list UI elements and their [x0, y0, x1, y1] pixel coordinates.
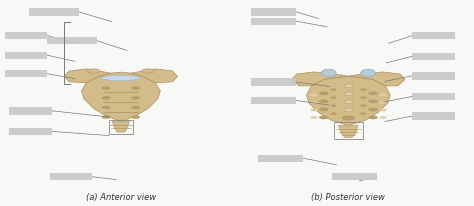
Ellipse shape	[132, 106, 140, 109]
Polygon shape	[292, 72, 348, 86]
Ellipse shape	[344, 116, 353, 120]
Ellipse shape	[310, 101, 318, 104]
Ellipse shape	[310, 94, 318, 96]
Ellipse shape	[379, 94, 387, 96]
Ellipse shape	[379, 109, 387, 111]
Ellipse shape	[310, 116, 318, 119]
Ellipse shape	[344, 100, 353, 104]
Text: (b) Posterior view: (b) Posterior view	[311, 193, 385, 202]
Polygon shape	[64, 69, 111, 83]
Ellipse shape	[132, 96, 140, 99]
Ellipse shape	[319, 108, 328, 111]
Ellipse shape	[310, 109, 318, 111]
Polygon shape	[348, 72, 405, 86]
FancyBboxPatch shape	[9, 128, 52, 135]
Polygon shape	[307, 76, 390, 125]
Ellipse shape	[101, 75, 141, 81]
FancyBboxPatch shape	[251, 78, 296, 86]
Polygon shape	[338, 125, 358, 137]
Polygon shape	[82, 72, 160, 121]
Polygon shape	[112, 121, 129, 132]
Ellipse shape	[319, 92, 328, 95]
FancyBboxPatch shape	[251, 8, 296, 16]
Ellipse shape	[102, 116, 110, 118]
Ellipse shape	[360, 88, 366, 91]
FancyBboxPatch shape	[412, 53, 455, 60]
FancyBboxPatch shape	[412, 112, 455, 120]
FancyBboxPatch shape	[5, 52, 47, 59]
Ellipse shape	[344, 84, 353, 88]
FancyBboxPatch shape	[50, 173, 92, 180]
Ellipse shape	[360, 104, 366, 107]
Ellipse shape	[102, 87, 110, 90]
Ellipse shape	[132, 87, 140, 90]
FancyBboxPatch shape	[258, 154, 303, 162]
Ellipse shape	[360, 96, 366, 99]
FancyBboxPatch shape	[47, 37, 97, 44]
Ellipse shape	[369, 92, 377, 95]
Ellipse shape	[360, 112, 366, 115]
Ellipse shape	[369, 116, 377, 119]
Ellipse shape	[330, 88, 337, 91]
Ellipse shape	[379, 101, 387, 104]
Ellipse shape	[102, 96, 110, 99]
Ellipse shape	[330, 104, 337, 107]
FancyBboxPatch shape	[251, 18, 296, 25]
Ellipse shape	[330, 96, 337, 99]
Ellipse shape	[319, 116, 328, 119]
Ellipse shape	[321, 69, 336, 77]
Ellipse shape	[344, 92, 353, 96]
Ellipse shape	[330, 112, 337, 115]
FancyBboxPatch shape	[29, 8, 79, 16]
FancyBboxPatch shape	[412, 32, 455, 39]
FancyBboxPatch shape	[251, 97, 296, 104]
Polygon shape	[131, 69, 178, 83]
Ellipse shape	[319, 100, 328, 103]
Ellipse shape	[369, 100, 377, 103]
Ellipse shape	[132, 116, 140, 118]
Ellipse shape	[361, 69, 375, 77]
FancyBboxPatch shape	[5, 70, 47, 77]
FancyBboxPatch shape	[9, 107, 52, 115]
Ellipse shape	[88, 69, 100, 73]
FancyBboxPatch shape	[5, 32, 47, 39]
Ellipse shape	[102, 106, 110, 109]
Ellipse shape	[369, 108, 377, 111]
FancyBboxPatch shape	[332, 173, 377, 180]
Ellipse shape	[342, 116, 355, 120]
FancyBboxPatch shape	[412, 72, 455, 80]
Ellipse shape	[344, 108, 353, 112]
Ellipse shape	[142, 69, 154, 73]
FancyBboxPatch shape	[412, 93, 455, 100]
Text: (a) Anterior view: (a) Anterior view	[86, 193, 156, 202]
Ellipse shape	[379, 116, 387, 119]
